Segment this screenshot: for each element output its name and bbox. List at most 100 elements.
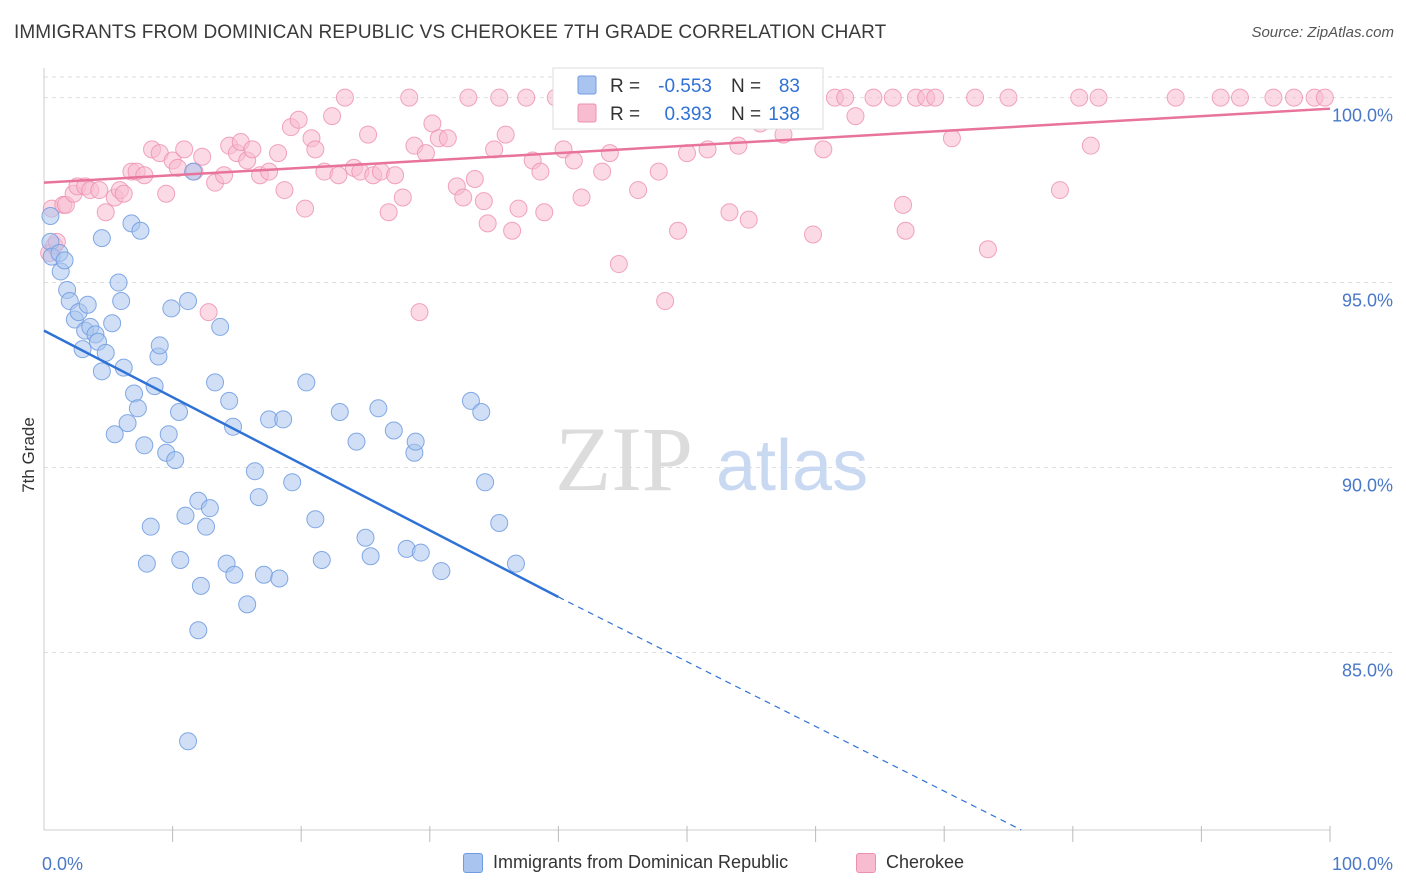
data-point-dominican-republic[interactable]	[105, 425, 124, 444]
data-point-cherokee[interactable]	[496, 125, 515, 144]
data-point-dominican-republic[interactable]	[220, 391, 239, 410]
data-point-cherokee[interactable]	[1284, 88, 1303, 107]
data-point-dominican-republic[interactable]	[347, 432, 366, 451]
data-point-cherokee[interactable]	[329, 166, 348, 185]
data-point-cherokee[interactable]	[289, 110, 308, 129]
data-point-dominican-republic[interactable]	[141, 517, 160, 536]
data-point-cherokee[interactable]	[864, 88, 883, 107]
data-point-cherokee[interactable]	[386, 166, 405, 185]
data-point-dominican-republic[interactable]	[506, 554, 525, 573]
data-point-cherokee[interactable]	[335, 88, 354, 107]
data-point-dominican-republic[interactable]	[432, 562, 451, 581]
data-point-cherokee[interactable]	[999, 88, 1018, 107]
data-point-dominican-republic[interactable]	[179, 292, 198, 311]
data-point-cherokee[interactable]	[668, 221, 687, 240]
data-point-dominican-republic[interactable]	[238, 595, 257, 614]
data-point-dominican-republic[interactable]	[184, 162, 203, 181]
data-point-dominican-republic[interactable]	[170, 403, 189, 422]
data-point-dominican-republic[interactable]	[166, 451, 185, 470]
data-point-dominican-republic[interactable]	[330, 403, 349, 422]
data-point-cherokee[interactable]	[416, 144, 435, 163]
source-label[interactable]: Source: ZipAtlas.com	[1251, 24, 1394, 41]
data-point-cherokee[interactable]	[478, 214, 497, 233]
data-point-cherokee[interactable]	[157, 184, 176, 203]
data-point-dominican-republic[interactable]	[125, 384, 144, 403]
data-point-cherokee[interactable]	[1315, 88, 1334, 107]
data-point-cherokee[interactable]	[90, 181, 109, 200]
data-point-dominican-republic[interactable]	[245, 462, 264, 481]
data-point-cherokee[interactable]	[978, 240, 997, 259]
data-point-dominican-republic[interactable]	[197, 517, 216, 536]
data-point-cherokee[interactable]	[517, 88, 536, 107]
data-point-dominican-republic[interactable]	[200, 499, 219, 518]
data-point-cherokee[interactable]	[649, 162, 668, 181]
data-point-cherokee[interactable]	[656, 292, 675, 311]
data-point-dominican-republic[interactable]	[112, 292, 131, 311]
data-point-dominican-republic[interactable]	[176, 506, 195, 525]
data-point-cherokee[interactable]	[135, 166, 154, 185]
data-point-cherokee[interactable]	[438, 129, 457, 148]
data-point-cherokee[interactable]	[1081, 136, 1100, 155]
data-point-cherokee[interactable]	[1166, 88, 1185, 107]
data-point-dominican-republic[interactable]	[274, 410, 293, 429]
data-point-cherokee[interactable]	[629, 181, 648, 200]
data-point-cherokee[interactable]	[193, 147, 212, 166]
data-point-cherokee[interactable]	[323, 107, 342, 126]
data-point-cherokee[interactable]	[1264, 88, 1283, 107]
data-point-cherokee[interactable]	[883, 88, 902, 107]
data-point-dominican-republic[interactable]	[406, 432, 425, 451]
data-point-dominican-republic[interactable]	[171, 550, 190, 569]
data-point-cherokee[interactable]	[199, 303, 218, 322]
data-point-cherokee[interactable]	[410, 303, 429, 322]
data-point-cherokee[interactable]	[296, 199, 315, 218]
data-point-cherokee[interactable]	[260, 162, 279, 181]
data-point-dominican-republic[interactable]	[150, 336, 169, 355]
data-point-dominican-republic[interactable]	[55, 251, 74, 270]
data-point-dominican-republic[interactable]	[225, 565, 244, 584]
data-point-dominican-republic[interactable]	[283, 473, 302, 492]
data-point-dominican-republic[interactable]	[356, 528, 375, 547]
data-point-cherokee[interactable]	[535, 203, 554, 222]
data-point-cherokee[interactable]	[175, 140, 194, 159]
data-point-cherokee[interactable]	[609, 255, 628, 274]
data-point-cherokee[interactable]	[564, 151, 583, 170]
data-point-cherokee[interactable]	[814, 140, 833, 159]
data-point-dominican-republic[interactable]	[137, 554, 156, 573]
data-point-cherokee[interactable]	[490, 88, 509, 107]
data-point-cherokee[interactable]	[459, 88, 478, 107]
data-point-dominican-republic[interactable]	[41, 206, 60, 225]
data-point-dominican-republic[interactable]	[191, 576, 210, 595]
data-point-cherokee[interactable]	[966, 88, 985, 107]
data-point-dominican-republic[interactable]	[411, 543, 430, 562]
data-point-dominican-republic[interactable]	[206, 373, 225, 392]
data-point-dominican-republic[interactable]	[361, 547, 380, 566]
data-point-cherokee[interactable]	[454, 188, 473, 207]
data-point-cherokee[interactable]	[531, 162, 550, 181]
data-point-cherokee[interactable]	[1089, 88, 1108, 107]
data-point-cherokee[interactable]	[269, 144, 288, 163]
data-point-cherokee[interactable]	[503, 221, 522, 240]
data-point-dominican-republic[interactable]	[118, 414, 137, 433]
data-point-cherokee[interactable]	[926, 88, 945, 107]
data-point-cherokee[interactable]	[379, 203, 398, 222]
data-point-cherokee[interactable]	[400, 88, 419, 107]
data-point-cherokee[interactable]	[739, 210, 758, 229]
data-point-dominican-republic[interactable]	[109, 273, 128, 292]
data-point-cherokee[interactable]	[393, 188, 412, 207]
data-point-cherokee[interactable]	[600, 144, 619, 163]
data-point-dominican-republic[interactable]	[159, 425, 178, 444]
data-point-cherokee[interactable]	[896, 221, 915, 240]
data-point-cherokee[interactable]	[509, 199, 528, 218]
data-point-dominican-republic[interactable]	[297, 373, 316, 392]
data-point-cherokee[interactable]	[96, 203, 115, 222]
data-point-cherokee[interactable]	[275, 181, 294, 200]
data-point-dominican-republic[interactable]	[128, 399, 147, 418]
data-point-cherokee[interactable]	[1211, 88, 1230, 107]
data-point-dominican-republic[interactable]	[211, 317, 230, 336]
data-point-dominican-republic[interactable]	[254, 565, 273, 584]
data-point-dominican-republic[interactable]	[135, 436, 154, 455]
data-point-cherokee[interactable]	[1050, 181, 1069, 200]
data-point-dominican-republic[interactable]	[270, 569, 289, 588]
data-point-cherokee[interactable]	[572, 188, 591, 207]
data-point-cherokee[interactable]	[359, 125, 378, 144]
